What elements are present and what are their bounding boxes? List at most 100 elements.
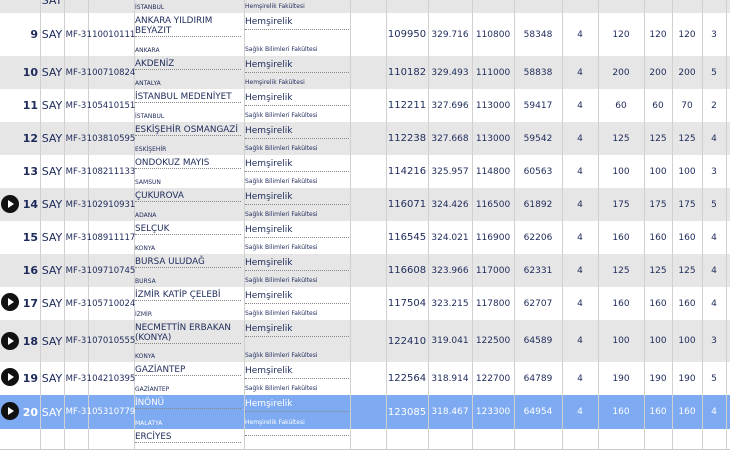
department-cell[interactable]: Hemşirelik Fakültesi — [244, 0, 350, 13]
university-cell[interactable]: ÇUKUROVA ADANA — [134, 188, 242, 221]
department-cell[interactable]: Hemşirelik Sağlık Bilimleri Fakültesi — [244, 89, 350, 122]
table-row[interactable]: 9 SAY MF-3 110010111 109950 329.716 110800 5834… — [0, 13, 730, 57]
university-name[interactable]: ONDOKUZ MAYIS — [135, 158, 241, 169]
department-name[interactable] — [245, 433, 349, 436]
university-cell[interactable]: BURSA ULUDAĞ BURSA — [134, 254, 242, 287]
university-cell[interactable]: İSTANBUL — [134, 0, 242, 13]
department-name[interactable]: Hemşirelik — [245, 60, 349, 73]
table-row[interactable]: SAY İSTANBUL Hemşirelik Fakültesi — [0, 0, 730, 14]
quota: 100 — [612, 166, 630, 177]
department-name[interactable]: Hemşirelik — [245, 258, 349, 271]
table-row[interactable]: 11 SAY MF-3 105410151 112211 327.696 113000 594… — [0, 89, 730, 123]
table-row[interactable]: 19 SAY MF-3 104210395 122564 318.914 122700 647… — [0, 362, 730, 396]
university-cell[interactable]: İZMİR KATİP ÇELEBİ İZMİR — [134, 287, 242, 320]
column-divider — [672, 13, 673, 56]
department-cell[interactable]: Hemşirelik Hemşirelik Fakültesi — [244, 395, 350, 429]
university-name[interactable]: NECMETTİN ERBAKAN (KONYA) — [135, 323, 241, 344]
department-cell[interactable] — [244, 429, 350, 449]
department-cell[interactable]: Hemşirelik Sağlık Bilimleri Fakültesi — [244, 122, 350, 155]
university-cell[interactable]: ESKİŞEHİR OSMANGAZİ ESKİŞEHİR — [134, 122, 242, 155]
university-name[interactable]: SELÇUK — [135, 224, 241, 235]
university-name[interactable]: AKDENİZ — [135, 59, 241, 70]
university-cell[interactable]: ANKARA YILDIRIM BEYAZIT ANKARA — [134, 13, 242, 56]
program-code: 105410151 — [86, 100, 136, 111]
table-row[interactable]: ERCİYES — [0, 429, 730, 450]
table-row[interactable]: 20 SAY MF-3 105310779 123085 318.467 123300 649… — [0, 395, 730, 430]
university-cell[interactable]: NECMETTİN ERBAKAN (KONYA) KONYA — [134, 320, 242, 362]
column-divider — [386, 155, 387, 188]
department-name[interactable]: Hemşirelik — [245, 126, 349, 139]
column-divider — [88, 254, 89, 287]
university-name[interactable]: İSTANBUL MEDENİYET — [135, 92, 241, 103]
rank-ceiling: 113000 — [475, 100, 511, 111]
department-cell[interactable]: Hemşirelik Sağlık Bilimleri Fakültesi — [244, 155, 350, 188]
table-row[interactable]: 15 SAY MF-3 108911117 116545 324.021 116900 622… — [0, 221, 730, 255]
table-row[interactable]: 10 SAY MF-3 100710824 110182 329.493 111000 588… — [0, 56, 730, 90]
university-cell[interactable]: AKDENİZ ANTALYA — [134, 56, 242, 89]
department-cell[interactable]: Hemşirelik Sağlık Bilimleri Fakültesi — [244, 287, 350, 320]
play-icon[interactable] — [1, 402, 19, 420]
rank-ceiling: 116900 — [475, 232, 511, 243]
university-name[interactable]: GAZİANTEP — [135, 365, 241, 376]
table-row[interactable]: 18 SAY MF-3 107010555 122410 319.041 122500 645… — [0, 320, 730, 363]
department-cell[interactable]: Hemşirelik Sağlık Bilimleri Fakültesi — [244, 362, 350, 395]
column-divider — [644, 56, 645, 89]
column-divider — [672, 188, 673, 221]
column-divider — [350, 56, 351, 89]
university-name[interactable]: ANKARA YILDIRIM BEYAZIT — [135, 16, 241, 37]
university-cell[interactable]: ERCİYES — [134, 429, 242, 449]
column-divider — [726, 287, 727, 320]
university-cell[interactable]: SELÇUK KONYA — [134, 221, 242, 254]
department-name[interactable]: Hemşirelik — [245, 93, 349, 106]
column-divider — [726, 155, 727, 188]
column-divider — [672, 254, 673, 287]
table-row[interactable]: 17 SAY MF-3 105710024 117504 323.215 117800 627… — [0, 287, 730, 321]
university-name[interactable]: İZMİR KATİP ÇELEBİ — [135, 290, 241, 301]
total-quota: 70 — [681, 100, 693, 111]
university-cell[interactable]: ONDOKUZ MAYIS SAMSUN — [134, 155, 242, 188]
university-cell[interactable]: GAZİANTEP GAZİANTEP — [134, 362, 242, 395]
play-icon[interactable] — [1, 293, 19, 311]
table-row[interactable]: 13 SAY MF-3 108211133 114216 325.957 114800 605… — [0, 155, 730, 189]
column-divider — [350, 89, 351, 122]
department-name[interactable]: Hemşirelik — [245, 159, 349, 172]
rank-count: 5 — [711, 199, 717, 210]
department-cell[interactable]: Hemşirelik Sağlık Bilimleri Fakültesi — [244, 320, 350, 362]
table-row[interactable]: 16 SAY MF-3 109710745 116608 323.966 117000 623… — [0, 254, 730, 288]
play-icon[interactable] — [1, 368, 19, 386]
row-rank: 20 — [22, 405, 38, 419]
university-name[interactable]: ÇUKUROVA — [135, 191, 241, 202]
department-name[interactable]: Hemşirelik — [245, 225, 349, 238]
department-name[interactable]: Hemşirelik — [245, 291, 349, 304]
department-cell[interactable]: Hemşirelik Sağlık Bilimleri Fakültesi — [244, 13, 350, 56]
department-cell[interactable]: Hemşirelik Sağlık Bilimleri Fakültesi — [244, 254, 350, 287]
column-divider — [472, 13, 473, 56]
column-divider — [702, 13, 703, 56]
department-cell[interactable]: Hemşirelik Sağlık Bilimleri Fakültesi — [244, 188, 350, 221]
department-cell[interactable]: Hemşirelik Sağlık Bilimleri Fakültesi — [244, 221, 350, 254]
play-icon[interactable] — [1, 195, 19, 213]
column-divider — [598, 89, 599, 122]
department-name[interactable]: Hemşirelik — [245, 17, 349, 30]
rank-total: 62206 — [523, 232, 553, 243]
column-divider — [428, 155, 429, 188]
column-divider — [514, 188, 515, 221]
table-row[interactable]: 12 SAY MF-3 103810595 112238 327.668 113000 595… — [0, 122, 730, 156]
department-cell[interactable]: Hemşirelik Hemşirelik Fakültesi — [244, 56, 350, 89]
department-name[interactable]: Hemşirelik — [245, 399, 349, 412]
table-row[interactable]: 14 SAY MF-3 102910931 116071 324.426 116500 618… — [0, 188, 730, 222]
university-name[interactable]: BURSA ULUDAĞ — [135, 257, 241, 268]
play-icon[interactable] — [1, 332, 19, 350]
column-divider — [40, 395, 41, 429]
university-name[interactable]: İNÖNÜ — [135, 398, 241, 409]
score-type: SAY — [41, 28, 63, 41]
program-code: 100710824 — [86, 67, 136, 78]
field-code — [64, 429, 88, 449]
department-name[interactable]: Hemşirelik — [245, 324, 349, 337]
university-cell[interactable]: İSTANBUL MEDENİYET İSTANBUL — [134, 89, 242, 122]
department-name[interactable]: Hemşirelik — [245, 366, 349, 379]
university-name[interactable]: ESKİŞEHİR OSMANGAZİ — [135, 125, 241, 136]
column-divider — [726, 56, 727, 89]
department-name[interactable]: Hemşirelik — [245, 192, 349, 205]
university-cell[interactable]: İNÖNÜ MALATYA — [134, 395, 242, 429]
